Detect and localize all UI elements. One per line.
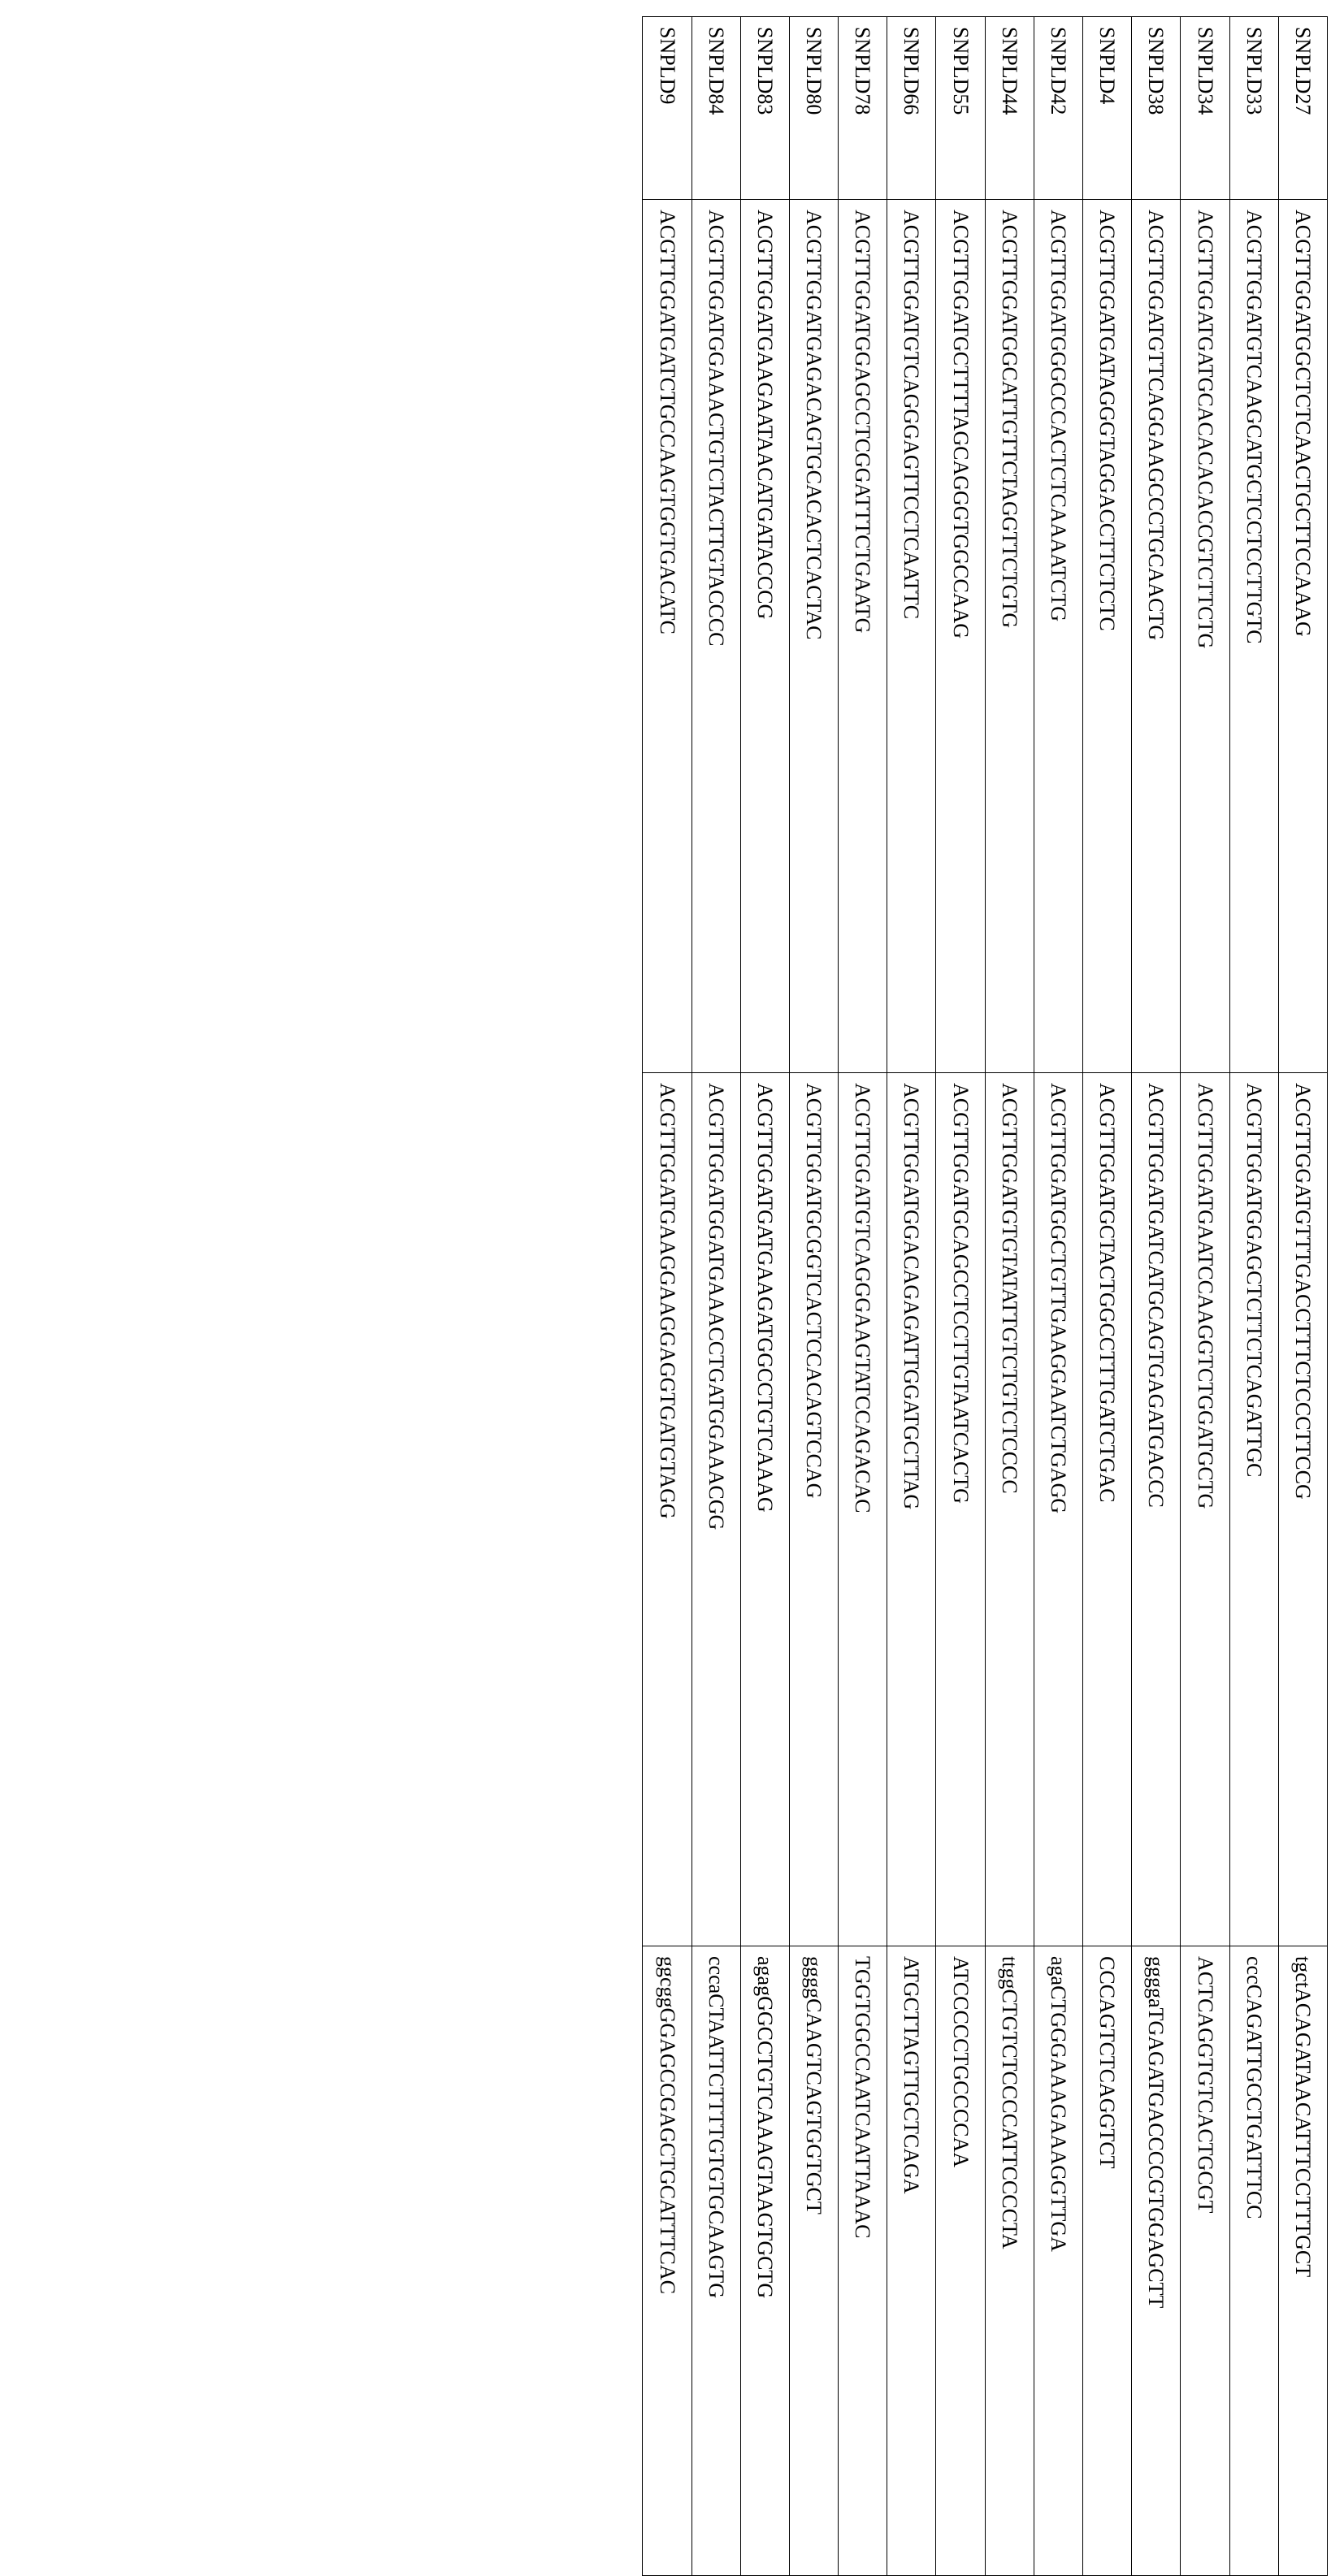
sequence-3-cell: tgctACAGATAACATTTCCTTTGCT [1278, 1946, 1327, 2576]
table-row: SNPLD78ACGTTGGATGGAGCCTCGGATTTCTGAATGACG… [839, 17, 887, 2576]
snp-id-cell: SNPLD34 [1181, 17, 1229, 200]
table-row: SNPLD27ACGTTGGATGGCTCTCAACTGCTTCCAAAGACG… [1278, 17, 1327, 2576]
sequence-2-cell: ACGTTGGATGGATGAAACCTGATGGAAACGG [692, 1073, 740, 1946]
sequence-2-cell: ACGTTGGATGATGAAGATGGCCTGTCAAAG [740, 1073, 789, 1946]
sequence-1-cell: ACGTTGGATGATAGGGTAGGACCTTCTCTC [1083, 200, 1132, 1073]
snp-id-cell: SNPLD83 [740, 17, 789, 200]
sequence-3-cell: agagGGCCTGTCAAAGTAAGTGCTG [740, 1946, 789, 2576]
sequence-3-cell: ACTCAGGTGTCACTGCGT [1181, 1946, 1229, 2576]
sequence-1-cell: ACGTTGGATGCTTTTAGCAGGGTGGCCAAG [936, 200, 985, 1073]
sequence-1-cell: ACGTTGGATGTTCAGGAAGCCCTGCAACTG [1132, 200, 1181, 1073]
table-row: SNPLD84ACGTTGGATGGAAACTGTCTACTTGTACCCCAC… [692, 17, 740, 2576]
sequence-3-cell: agaCTGGGAAAGAAAGGTTGA [1034, 1946, 1082, 2576]
sequence-1-cell: ACGTTGGATGGAAACTGTCTACTTGTACCCC [692, 200, 740, 1073]
table-body: SNPLD27ACGTTGGATGGCTCTCAACTGCTTCCAAAGACG… [643, 17, 1328, 2576]
sequence-1-cell: ACGTTGGATGGCATTGTTCTAGGTTCTGTG [985, 200, 1034, 1073]
sequence-1-cell: ACGTTGGATGTCAGGGAGTTCCTCAATTC [887, 200, 936, 1073]
sequence-1-cell: ACGTTGGATGATCTGCCAAGTGGTGACATC [643, 200, 692, 1073]
snp-id-cell: SNPLD66 [887, 17, 936, 200]
table-row: SNPLD66ACGTTGGATGTCAGGGAGTTCCTCAATTCACGT… [887, 17, 936, 2576]
snp-id-cell: SNPLD4 [1083, 17, 1132, 200]
sequence-3-cell: ggggaTGAGATGACCCCGTGGAGCTT [1132, 1946, 1181, 2576]
snp-id-cell: SNPLD44 [985, 17, 1034, 200]
table-row: SNPLD55ACGTTGGATGCTTTTAGCAGGGTGGCCAAGACG… [936, 17, 985, 2576]
table-row: SNPLD44ACGTTGGATGGCATTGTTCTAGGTTCTGTGACG… [985, 17, 1034, 2576]
sequence-3-cell: ggggCAAGTCAGTGGTGCT [789, 1946, 838, 2576]
sequence-3-cell: ATCCCCCTGCCCCAA [936, 1946, 985, 2576]
sequence-3-cell: ATGCTTAGTTGCTCAGA [887, 1946, 936, 2576]
sequence-3-cell: cccCAGATTGCCTGATTTCC [1229, 1946, 1278, 2576]
sequence-2-cell: ACGTTGGATGGACAGAGATTGGATGCTTAG [887, 1073, 936, 1946]
sequence-2-cell: ACGTTGGATGATCATGCAGTGAGATGACCC [1132, 1073, 1181, 1946]
table-row: SNPLD42ACGTTGGATGGGCCCACTCTCAAAATCTGACGT… [1034, 17, 1082, 2576]
sequence-2-cell: ACGTTGGATGTGTATATTGTCTGTCTCCCC [985, 1073, 1034, 1946]
sequence-table: SNPLD27ACGTTGGATGGCTCTCAACTGCTTCCAAAGACG… [642, 16, 1328, 2576]
table-row: SNPLD34ACGTTGGATGATGCACACACACCGTCTTCTGAC… [1181, 17, 1229, 2576]
sequence-3-cell: cccaCTAATTCTTTTGTGTGCAAGTG [692, 1946, 740, 2576]
sequence-2-cell: ACGTTGGATGCGGTCACTCCACAGTCCAG [789, 1073, 838, 1946]
snp-id-cell: SNPLD9 [643, 17, 692, 200]
sequence-2-cell: ACGTTGGATGCAGCCTCCTTGTAATCACTG [936, 1073, 985, 1946]
snp-id-cell: SNPLD78 [839, 17, 887, 200]
sequence-1-cell: ACGTTGGATGGGCCCACTCTCAAAATCTG [1034, 200, 1082, 1073]
sequence-1-cell: ACGTTGGATGGAGCCTCGGATTTCTGAATG [839, 200, 887, 1073]
table-row: SNPLD80ACGTTGGATGAGACAGTGCACACTCACTACACG… [789, 17, 838, 2576]
sequence-1-cell: ACGTTGGATGAGACAGTGCACACTCACTAC [789, 200, 838, 1073]
sequence-3-cell: CCCAGTCTCAGGTCT [1083, 1946, 1132, 2576]
table-row: SNPLD9ACGTTGGATGATCTGCCAAGTGGTGACATCACGT… [643, 17, 692, 2576]
snp-id-cell: SNPLD33 [1229, 17, 1278, 200]
snp-id-cell: SNPLD55 [936, 17, 985, 200]
table-row: SNPLD83ACGTTGGATGAAGAATAACATGATACCCGACGT… [740, 17, 789, 2576]
sequence-1-cell: ACGTTGGATGTCAAGCATGCTCCTCCTTGTC [1229, 200, 1278, 1073]
sequence-2-cell: ACGTTGGATGAATCCAAGGTCTGGATGCTG [1181, 1073, 1229, 1946]
snp-id-cell: SNPLD42 [1034, 17, 1082, 200]
sequence-1-cell: ACGTTGGATGAAGAATAACATGATACCCG [740, 200, 789, 1073]
snp-id-cell: SNPLD27 [1278, 17, 1327, 200]
sequence-3-cell: TGGTGGCCAATCAATTAAAC [839, 1946, 887, 2576]
snp-id-cell: SNPLD84 [692, 17, 740, 200]
sequence-2-cell: ACGTTGGATGGAGCTCTTCTCAGATTGC [1229, 1073, 1278, 1946]
sequence-2-cell: ACGTTGGATGTCAGGGAAGTATCCAGACAC [839, 1073, 887, 1946]
table-row: SNPLD33ACGTTGGATGTCAAGCATGCTCCTCCTTGTCAC… [1229, 17, 1278, 2576]
sequence-3-cell: ttggCTGTCTCCCCATTCCCCTA [985, 1946, 1034, 2576]
snp-id-cell: SNPLD38 [1132, 17, 1181, 200]
sequence-2-cell: ACGTTGGATGTTTGACCTTTCTCCCTTCCG [1278, 1073, 1327, 1946]
sequence-table-wrapper: SNPLD27ACGTTGGATGGCTCTCAACTGCTTCCAAAGACG… [642, 16, 1328, 2494]
table-row: SNPLD38ACGTTGGATGTTCAGGAAGCCCTGCAACTGACG… [1132, 17, 1181, 2576]
sequence-1-cell: ACGTTGGATGGCTCTCAACTGCTTCCAAAG [1278, 200, 1327, 1073]
sequence-2-cell: ACGTTGGATGAAGGAAGGAGGTGATGTAGG [643, 1073, 692, 1946]
sequence-2-cell: ACGTTGGATGCTACTGGCCTTTGATCTGAC [1083, 1073, 1132, 1946]
sequence-3-cell: ggcggGGAGCCGAGCTGCATTTCAC [643, 1946, 692, 2576]
snp-id-cell: SNPLD80 [789, 17, 838, 200]
sequence-2-cell: ACGTTGGATGGCTGTTGAAGGAATCTGAGG [1034, 1073, 1082, 1946]
table-row: SNPLD4ACGTTGGATGATAGGGTAGGACCTTCTCTCACGT… [1083, 17, 1132, 2576]
sequence-1-cell: ACGTTGGATGATGCACACACACCGTCTTCTG [1181, 200, 1229, 1073]
